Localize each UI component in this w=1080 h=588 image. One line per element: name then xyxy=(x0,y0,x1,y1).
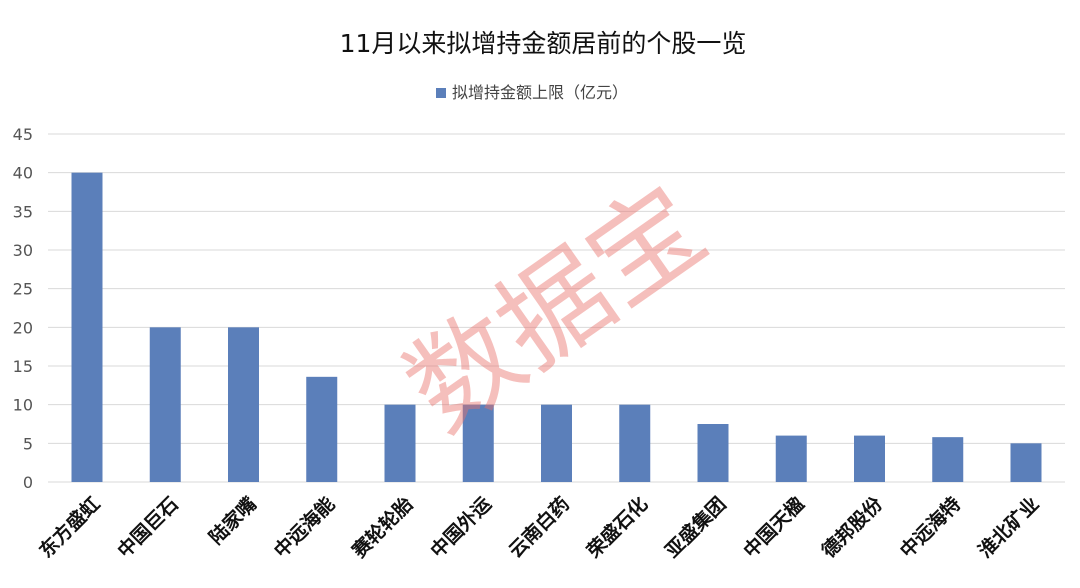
bar xyxy=(619,404,651,482)
x-tick-label: 中国巨石 xyxy=(113,492,183,562)
y-tick-label: 15 xyxy=(13,357,33,376)
chart-title: 11月以来拟增持金额居前的个股一览 xyxy=(340,29,747,58)
bar xyxy=(462,404,494,482)
x-tick-label: 云南白药 xyxy=(504,492,574,562)
y-tick-label: 45 xyxy=(13,125,33,144)
bar xyxy=(228,327,259,482)
bar xyxy=(384,404,416,482)
x-tick-label: 陆家嘴 xyxy=(204,492,261,549)
y-tick-label: 35 xyxy=(13,202,33,221)
x-tick-label: 中远海能 xyxy=(269,492,339,562)
bar xyxy=(541,404,572,482)
y-tick-label: 25 xyxy=(13,280,33,299)
gridlines xyxy=(48,133,1065,483)
x-tick-label: 德邦股份 xyxy=(817,492,888,563)
bar xyxy=(1010,443,1042,482)
bar xyxy=(697,424,729,482)
x-tick-label: 中国外运 xyxy=(426,492,496,562)
y-tick-label: 30 xyxy=(13,241,33,260)
x-axis-tick-labels: 东方盛虹 中国巨石 陆家嘴 中远海能 赛轮轮胎 中国外运 云南白药 荣盛石化 亚盛集团 中国天楹德… xyxy=(35,492,1044,563)
bar xyxy=(149,327,181,482)
y-tick-label: 5 xyxy=(23,434,33,453)
legend-label: 拟增持金额上限（亿元） xyxy=(452,83,628,102)
y-tick-label: 40 xyxy=(13,164,33,183)
y-tick-label: 0 xyxy=(23,473,33,492)
bars xyxy=(71,172,1042,482)
y-tick-label: 10 xyxy=(13,396,33,415)
x-tick-label: 荣盛石化 xyxy=(582,492,653,563)
x-tick-label: 淮北矿业 xyxy=(974,492,1044,562)
x-tick-label: 亚盛集团 xyxy=(661,492,731,562)
y-tick-label: 20 xyxy=(13,318,33,337)
bar xyxy=(306,376,338,482)
bar xyxy=(775,435,807,482)
bar xyxy=(854,435,885,482)
x-tick-label: 赛轮轮胎 xyxy=(347,492,418,563)
x-tick-label: 中国天楹 xyxy=(739,492,809,562)
bar xyxy=(932,437,964,482)
x-tick-label: 中远海特 xyxy=(895,492,965,562)
x-tick-label: 东方盛虹 xyxy=(35,492,105,562)
legend-swatch xyxy=(436,88,446,98)
legend: 拟增持金额上限（亿元） xyxy=(436,83,628,102)
bar xyxy=(71,172,103,482)
y-axis-tick-labels: 0 5 10 15 20 25 30 35 40 45 xyxy=(13,125,33,492)
